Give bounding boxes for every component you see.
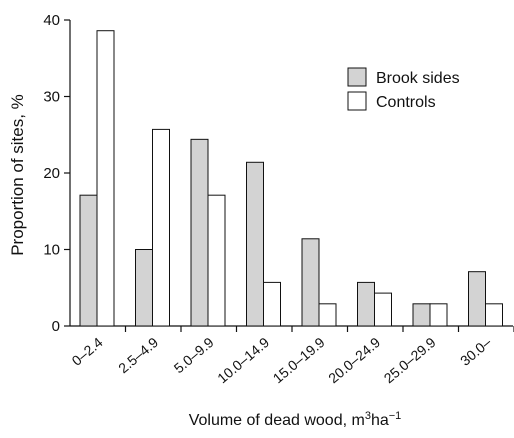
- x-tick-label: 10.0–14.9: [214, 334, 272, 386]
- x-axis-title: Volume of dead wood, m3ha−1: [189, 410, 402, 429]
- bar-controls: [374, 292, 392, 327]
- x-tick-label: 30.0–: [457, 334, 494, 369]
- bar-controls: [152, 128, 170, 327]
- bar-controls: [485, 303, 503, 327]
- x-tick-label: 15.0–19.9: [270, 334, 328, 386]
- legend-swatch-brook-sides: [347, 67, 367, 87]
- bar-controls: [429, 303, 448, 327]
- y-axis-title: Proportion of sites, %: [8, 94, 27, 256]
- legend: Brook sides Controls: [347, 67, 460, 111]
- bar-brook-sides: [79, 194, 98, 327]
- bar-controls: [96, 30, 115, 327]
- y-tick-label: 0: [52, 318, 60, 335]
- bars: [79, 30, 503, 327]
- x-axis-title-base: Volume of dead wood, m: [189, 412, 365, 429]
- x-axis-title-sup2: −1: [389, 410, 402, 422]
- x-axis-title-mid: ha: [371, 412, 389, 429]
- bar-controls: [263, 281, 281, 327]
- legend-label-controls: Controls: [376, 94, 436, 111]
- x-tick-label: 0–2.4: [69, 334, 106, 369]
- x-tick-label: 2.5–4.9: [115, 334, 161, 376]
- legend-label-brook-sides: Brook sides: [376, 70, 460, 87]
- y-tick-label: 10: [43, 242, 60, 259]
- y-tick-label: 40: [43, 12, 60, 29]
- bar-brook-sides: [357, 281, 375, 327]
- bar-brook-sides: [246, 161, 264, 327]
- x-tick-label: 20.0–24.9: [325, 334, 383, 386]
- bar-brook-sides: [190, 138, 209, 327]
- bar-brook-sides: [301, 238, 320, 327]
- x-axis-title-sup1: 3: [365, 410, 371, 422]
- x-tick-label: 5.0–9.9: [171, 334, 217, 376]
- bar-brook-sides: [412, 303, 431, 327]
- legend-swatch-controls: [347, 91, 367, 111]
- y-tick-label: 30: [43, 89, 60, 106]
- y-tick-label: 20: [43, 165, 60, 182]
- bar-brook-sides: [468, 271, 486, 327]
- bar-controls: [318, 303, 337, 327]
- bar-controls: [207, 194, 226, 327]
- bar-brook-sides: [135, 249, 153, 327]
- x-tick-label: 25.0–29.9: [381, 334, 439, 386]
